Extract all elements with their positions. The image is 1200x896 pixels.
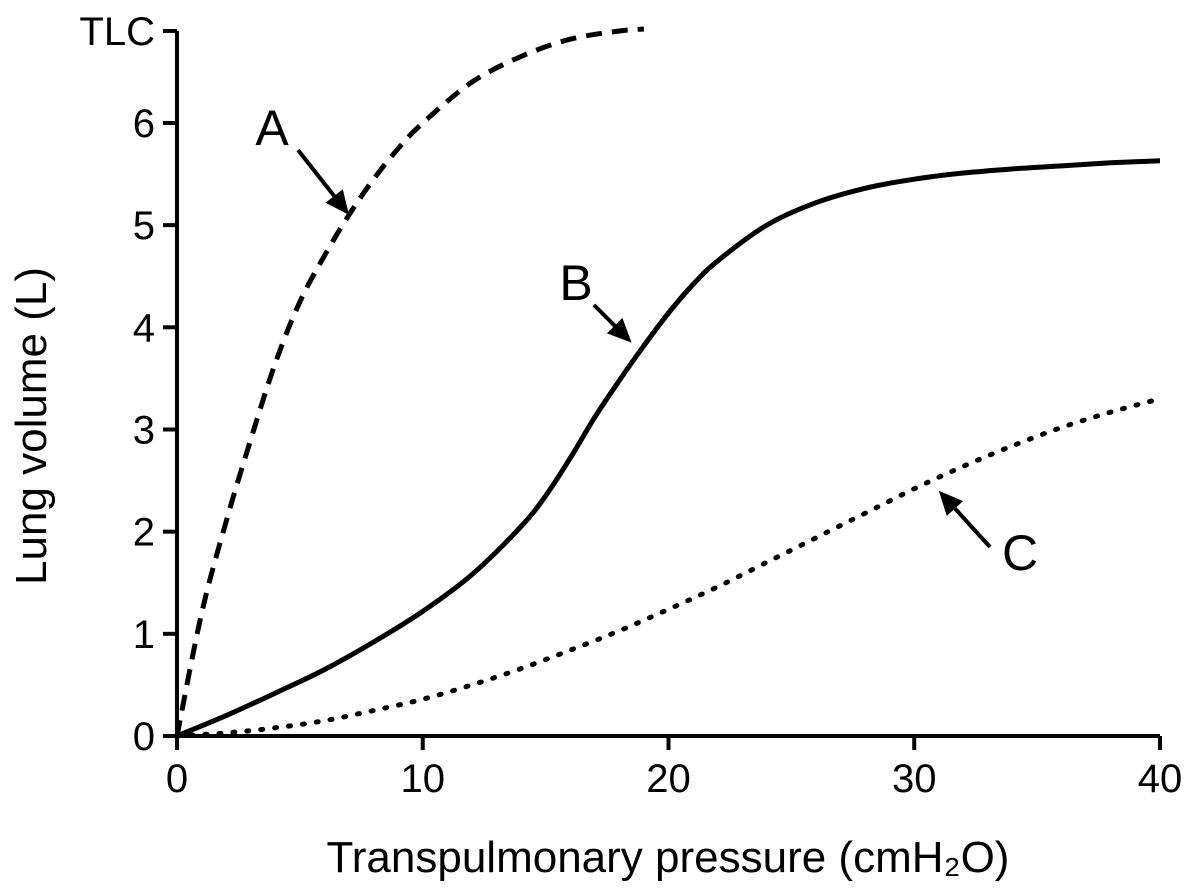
- x-axis-title: Transpulmonary pressure (cmH₂O): [327, 833, 1010, 882]
- y-tick-label: 3: [133, 408, 155, 452]
- y-axis-title: Lung volume (L): [7, 267, 56, 585]
- curves-group: [174, 26, 1163, 739]
- x-tick-label: 10: [401, 757, 446, 801]
- x-tick-label: 20: [646, 757, 691, 801]
- y-tick-label: TLC: [79, 10, 155, 54]
- series-b-line: [176, 158, 1161, 739]
- y-tick-label: 1: [133, 613, 155, 657]
- axes-group: 0 10 20 30 40 0 1 2 3 4 5 6 TLC: [79, 10, 1182, 801]
- annotation-c-label: C: [1002, 525, 1038, 581]
- y-tick-label: 5: [133, 204, 155, 248]
- y-tick-label: 0: [133, 715, 155, 759]
- series-a-line: [174, 26, 645, 737]
- annotation-c-arrow-shaft: [953, 507, 992, 549]
- y-tick-label: 2: [133, 511, 155, 555]
- annotations-group: A B C: [255, 100, 1038, 581]
- annotation-b-arrow-shaft: [592, 303, 617, 328]
- annotation-b-arrow-head: [606, 317, 632, 343]
- x-tick-label: 0: [166, 757, 188, 801]
- annotation-b-label: B: [559, 255, 592, 311]
- y-tick-label: 6: [133, 102, 155, 146]
- y-tick-label: 4: [133, 306, 155, 350]
- annotation-a-label: A: [255, 100, 289, 156]
- annotation-a-arrow-head: [325, 189, 349, 215]
- x-tick-label: 30: [892, 757, 937, 801]
- x-tick-label: 40: [1138, 757, 1183, 801]
- annotation-a-arrow-shaft: [296, 148, 336, 198]
- annotation-c-arrow-head: [938, 490, 964, 516]
